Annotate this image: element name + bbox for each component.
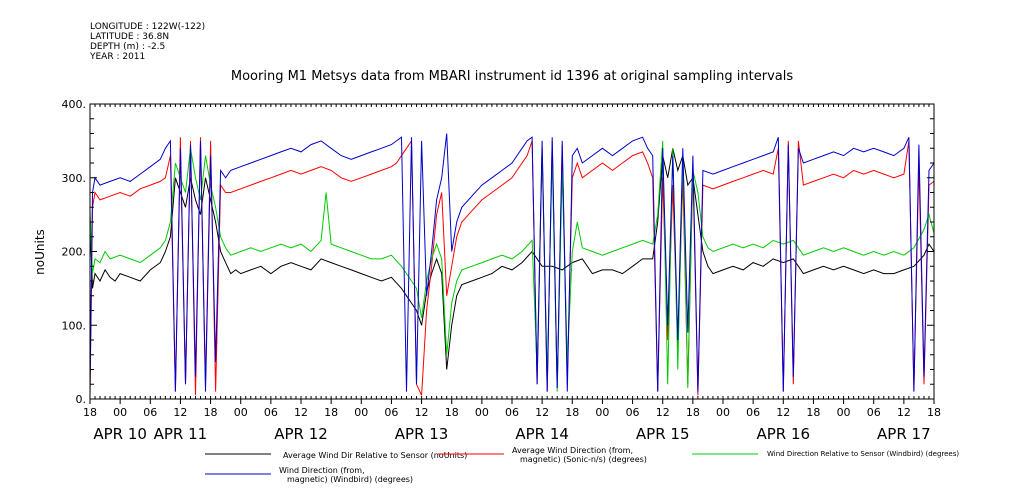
x-date-label: APR 11 <box>154 425 208 443</box>
x-tick-label: 06 <box>867 406 881 419</box>
x-date-label: APR 12 <box>274 425 328 443</box>
x-tick-label: 18 <box>806 406 820 419</box>
y-tick-label: 0. <box>76 393 87 406</box>
x-tick-label: 00 <box>354 406 368 419</box>
x-tick-label: 18 <box>83 406 97 419</box>
legend-label-4: Wind Direction (from, magnetic) (Windbird… <box>279 466 413 484</box>
x-tick-label: 06 <box>384 406 398 419</box>
y-tick-label: 400. <box>62 98 87 111</box>
x-tick-label: 12 <box>173 406 187 419</box>
y-tick-label: 200. <box>62 246 87 259</box>
chart-title: Mooring M1 Metsys data from MBARI instru… <box>231 69 793 84</box>
x-date-label: APR 15 <box>636 425 690 443</box>
x-tick-label: 06 <box>264 406 278 419</box>
x-tick-label: 06 <box>626 406 640 419</box>
series-line-2 <box>89 137 935 396</box>
y-tick-label: 100. <box>62 319 87 332</box>
legend-label-line: Average Wind Direction (from, <box>512 446 633 455</box>
x-tick-label: 00 <box>475 406 489 419</box>
y-tick-label: 300. <box>62 172 87 185</box>
metadata-block: LONGITUDE : 122W(-122) LATITUDE : 36.8N … <box>90 22 205 62</box>
x-tick-label: 06 <box>143 406 157 419</box>
legend-label-1: Average Wind Dir Relative to Sensor (noU… <box>283 451 467 460</box>
x-tick-label: 12 <box>897 406 911 419</box>
x-tick-label: 12 <box>776 406 790 419</box>
x-tick-label: 00 <box>113 406 127 419</box>
series-line-3 <box>89 140 935 392</box>
depth-label: DEPTH (m) : -2.5 <box>90 42 166 52</box>
series-line-1 <box>89 148 935 370</box>
x-tick-label: 12 <box>415 406 429 419</box>
y-axis-label: noUnits <box>33 229 47 275</box>
legend-label-line: Wind Direction (from, <box>279 466 365 475</box>
year-label: YEAR : 2011 <box>90 52 146 62</box>
x-date-label: APR 14 <box>515 425 569 443</box>
x-tick-label: 06 <box>746 406 760 419</box>
x-date-label: APR 16 <box>756 425 810 443</box>
x-tick-label: 18 <box>445 406 459 419</box>
latitude-label: LATITUDE : 36.8N <box>90 32 170 42</box>
x-tick-label: 06 <box>505 406 519 419</box>
legend-label-line: magnetic) (Sonic-n/s) (degrees) <box>520 455 647 464</box>
legend: Average Wind Dir Relative to Sensor (noU… <box>205 446 959 484</box>
x-tick-label: 00 <box>716 406 730 419</box>
legend-label-line: magnetic) (Windbird) (degrees) <box>287 475 413 484</box>
axes-layer: 18 00 06 12 18 00 06 12 18 00 06 12 18 00 06 12 18 00 06 12… <box>62 98 942 443</box>
x-tick-label: 00 <box>837 406 851 419</box>
longitude-label: LONGITUDE : 122W(-122) <box>90 22 206 32</box>
x-tick-label: 18 <box>324 406 338 419</box>
legend-label-2: Average Wind Direction (from, magnetic) (… <box>512 446 647 464</box>
x-tick-label: 18 <box>565 406 579 419</box>
x-date-label: APR 17 <box>877 425 931 443</box>
x-tick-label: 12 <box>656 406 670 419</box>
x-date-label: APR 13 <box>395 425 449 443</box>
series-layer <box>89 133 935 396</box>
x-tick-label: 18 <box>927 406 941 419</box>
x-date-label: APR 10 <box>93 425 147 443</box>
x-tick-label: 12 <box>294 406 308 419</box>
x-tick-label: 00 <box>595 406 609 419</box>
x-tick-label: 18 <box>686 406 700 419</box>
legend-label-3: Wind Direction Relative to Sensor (Windb… <box>767 450 959 458</box>
x-tick-label: 00 <box>234 406 248 419</box>
series-line-4 <box>89 133 935 392</box>
x-tick-label: 12 <box>535 406 549 419</box>
x-tick-label: 18 <box>204 406 218 419</box>
